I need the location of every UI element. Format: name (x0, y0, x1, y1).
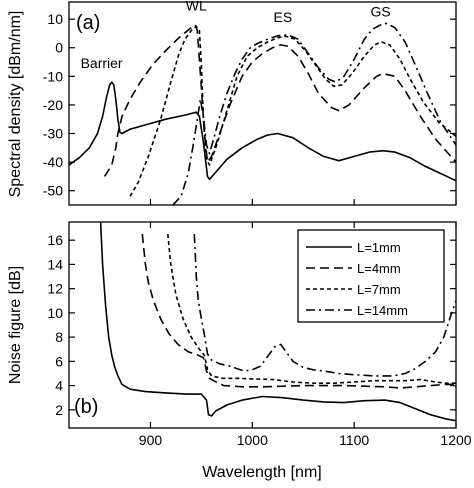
annotation-es: ES (274, 9, 293, 25)
y-tick-label: 14 (47, 256, 63, 272)
y-tick-label: -10 (43, 68, 63, 84)
panel-b-series-l-4mm (141, 234, 456, 389)
y-tick-label: 8 (55, 329, 63, 345)
annotation-barrier: Barrier (81, 55, 123, 71)
legend-label: L=4mm (357, 261, 401, 276)
x-tick-label: 900 (139, 432, 163, 448)
y-tick-label: 12 (47, 281, 63, 297)
panel-a-label: (a) (76, 12, 100, 34)
panel-b-noise-figure: 16 14 12 10 8 6 4 2 900 1000 1100 1200 (b) Noise f… (7, 199, 472, 481)
y-tick-label: -20 (43, 97, 63, 113)
panel-b-x-ticks: 900 1000 1100 1200 (139, 199, 472, 448)
x-tick-label: 1000 (237, 432, 268, 448)
y-tick-label: 10 (47, 11, 63, 27)
legend-label: L=14mm (357, 303, 408, 318)
panel-a-series-group (69, 22, 456, 205)
panel-a-frame (68, 1, 457, 206)
y-tick-label: -40 (43, 154, 63, 170)
panel-a-series-l-7mm (129, 25, 456, 197)
panel-b-series-l-1mm (99, 222, 456, 422)
panel-b-label: (b) (74, 396, 98, 418)
x-tick-label: 1200 (440, 432, 471, 448)
panel-a-y-axis-label: Spectral density [dBm/nm] (7, 11, 24, 198)
panel-a-y-ticks: 10 0 -10 -20 -30 -40 -50 (43, 11, 456, 199)
y-tick-label: 16 (47, 232, 63, 248)
annotation-wl: WL (186, 0, 207, 14)
y-tick-label: 0 (55, 40, 63, 56)
y-tick-label: 10 (47, 305, 63, 321)
y-tick-label: 4 (55, 378, 63, 394)
panel-a-series-l-1mm (69, 81, 456, 182)
y-tick-label: -30 (43, 126, 63, 142)
panel-b-series-group (99, 222, 456, 422)
y-tick-label: -50 (43, 183, 63, 199)
legend-label: L=1mm (357, 240, 401, 255)
panel-a-spectral-density: 10 0 -10 -20 -30 -40 -50 (a) Barrier WL ES GS Spe… (7, 0, 457, 206)
legend: L=1mm L=4mm L=7mm L=14mm (297, 229, 445, 323)
panel-b-y-axis-label: Noise figure [dB] (7, 266, 24, 384)
annotation-gs: GS (371, 3, 391, 19)
panel-b-y-ticks: 16 14 12 10 8 6 4 2 (47, 232, 456, 418)
x-tick-label: 1100 (339, 432, 369, 448)
y-tick-label: 2 (55, 402, 63, 418)
panel-b-series-l-14mm (193, 234, 456, 377)
panel-a-series-l-4mm (103, 24, 456, 177)
panel-b-frame (68, 221, 457, 429)
legend-box (297, 229, 445, 323)
y-tick-label: 6 (55, 353, 63, 369)
legend-label: L=7mm (357, 282, 401, 297)
panel-a-annotations: Barrier WL ES GS (81, 0, 391, 71)
x-axis-label: Wavelength [nm] (202, 464, 321, 481)
